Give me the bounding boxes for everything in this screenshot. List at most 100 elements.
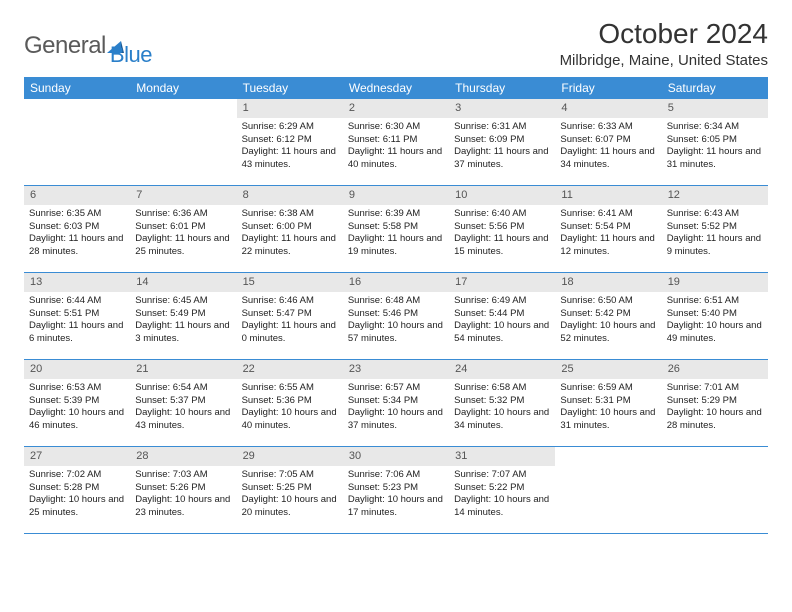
- day-number: 16: [343, 273, 449, 292]
- sunrise-text: Sunrise: 6:31 AM: [454, 121, 550, 134]
- daylight-text: Daylight: 10 hours and 43 minutes.: [135, 407, 231, 433]
- day-number: 12: [662, 186, 768, 205]
- sunrise-text: Sunrise: 7:02 AM: [29, 469, 125, 482]
- day-header: Monday: [130, 77, 236, 99]
- daylight-text: Daylight: 10 hours and 49 minutes.: [667, 320, 763, 346]
- sunrise-text: Sunrise: 6:40 AM: [454, 208, 550, 221]
- sunrise-text: Sunrise: 7:05 AM: [242, 469, 338, 482]
- day-content: Sunrise: 6:46 AMSunset: 5:47 PMDaylight:…: [237, 292, 343, 351]
- day-number: 23: [343, 360, 449, 379]
- day-number: 22: [237, 360, 343, 379]
- daylight-text: Daylight: 10 hours and 57 minutes.: [348, 320, 444, 346]
- logo-text-blue: Blue: [110, 42, 152, 68]
- day-content: Sunrise: 6:57 AMSunset: 5:34 PMDaylight:…: [343, 379, 449, 438]
- empty-cell: [555, 447, 661, 533]
- sunrise-text: Sunrise: 7:07 AM: [454, 469, 550, 482]
- day-number: 11: [555, 186, 661, 205]
- sunset-text: Sunset: 5:58 PM: [348, 221, 444, 234]
- sunrise-text: Sunrise: 6:50 AM: [560, 295, 656, 308]
- day-number: 3: [449, 99, 555, 118]
- day-number: 13: [24, 273, 130, 292]
- sunrise-text: Sunrise: 6:38 AM: [242, 208, 338, 221]
- day-header: Tuesday: [237, 77, 343, 99]
- day-cell: 19Sunrise: 6:51 AMSunset: 5:40 PMDayligh…: [662, 273, 768, 359]
- sunset-text: Sunset: 5:28 PM: [29, 482, 125, 495]
- week-row: 6Sunrise: 6:35 AMSunset: 6:03 PMDaylight…: [24, 186, 768, 273]
- day-cell: 10Sunrise: 6:40 AMSunset: 5:56 PMDayligh…: [449, 186, 555, 272]
- sunset-text: Sunset: 5:40 PM: [667, 308, 763, 321]
- day-number: 27: [24, 447, 130, 466]
- day-content: Sunrise: 6:44 AMSunset: 5:51 PMDaylight:…: [24, 292, 130, 351]
- sunrise-text: Sunrise: 6:53 AM: [29, 382, 125, 395]
- week-row: 1Sunrise: 6:29 AMSunset: 6:12 PMDaylight…: [24, 99, 768, 186]
- day-content: Sunrise: 6:41 AMSunset: 5:54 PMDaylight:…: [555, 205, 661, 264]
- day-number: 5: [662, 99, 768, 118]
- sunrise-text: Sunrise: 6:44 AM: [29, 295, 125, 308]
- day-cell: 29Sunrise: 7:05 AMSunset: 5:25 PMDayligh…: [237, 447, 343, 533]
- day-header: Sunday: [24, 77, 130, 99]
- day-content: Sunrise: 6:38 AMSunset: 6:00 PMDaylight:…: [237, 205, 343, 264]
- day-cell: 26Sunrise: 7:01 AMSunset: 5:29 PMDayligh…: [662, 360, 768, 446]
- logo: General Blue: [24, 24, 152, 68]
- logo-text-general: General: [24, 32, 106, 60]
- sunrise-text: Sunrise: 6:58 AM: [454, 382, 550, 395]
- day-content: Sunrise: 7:06 AMSunset: 5:23 PMDaylight:…: [343, 466, 449, 525]
- calendar-page: General Blue October 2024 Milbridge, Mai…: [0, 0, 792, 552]
- sunset-text: Sunset: 5:54 PM: [560, 221, 656, 234]
- sunset-text: Sunset: 5:42 PM: [560, 308, 656, 321]
- daylight-text: Daylight: 11 hours and 37 minutes.: [454, 146, 550, 172]
- day-cell: 15Sunrise: 6:46 AMSunset: 5:47 PMDayligh…: [237, 273, 343, 359]
- day-number: 9: [343, 186, 449, 205]
- day-content: Sunrise: 6:31 AMSunset: 6:09 PMDaylight:…: [449, 118, 555, 177]
- day-number: 4: [555, 99, 661, 118]
- daylight-text: Daylight: 11 hours and 43 minutes.: [242, 146, 338, 172]
- day-header-row: SundayMondayTuesdayWednesdayThursdayFrid…: [24, 77, 768, 99]
- sunrise-text: Sunrise: 6:59 AM: [560, 382, 656, 395]
- daylight-text: Daylight: 10 hours and 37 minutes.: [348, 407, 444, 433]
- day-content: Sunrise: 6:55 AMSunset: 5:36 PMDaylight:…: [237, 379, 343, 438]
- daylight-text: Daylight: 11 hours and 3 minutes.: [135, 320, 231, 346]
- day-number: 10: [449, 186, 555, 205]
- daylight-text: Daylight: 11 hours and 19 minutes.: [348, 233, 444, 259]
- day-number: 15: [237, 273, 343, 292]
- day-number: 24: [449, 360, 555, 379]
- sunrise-text: Sunrise: 6:35 AM: [29, 208, 125, 221]
- daylight-text: Daylight: 10 hours and 23 minutes.: [135, 494, 231, 520]
- day-number: 8: [237, 186, 343, 205]
- week-row: 20Sunrise: 6:53 AMSunset: 5:39 PMDayligh…: [24, 360, 768, 447]
- sunrise-text: Sunrise: 6:48 AM: [348, 295, 444, 308]
- sunrise-text: Sunrise: 6:45 AM: [135, 295, 231, 308]
- day-cell: 17Sunrise: 6:49 AMSunset: 5:44 PMDayligh…: [449, 273, 555, 359]
- day-content: Sunrise: 6:40 AMSunset: 5:56 PMDaylight:…: [449, 205, 555, 264]
- day-cell: 16Sunrise: 6:48 AMSunset: 5:46 PMDayligh…: [343, 273, 449, 359]
- empty-cell: [662, 447, 768, 533]
- sunrise-text: Sunrise: 6:43 AM: [667, 208, 763, 221]
- daylight-text: Daylight: 11 hours and 34 minutes.: [560, 146, 656, 172]
- day-cell: 18Sunrise: 6:50 AMSunset: 5:42 PMDayligh…: [555, 273, 661, 359]
- title-block: October 2024 Milbridge, Maine, United St…: [560, 18, 768, 69]
- daylight-text: Daylight: 11 hours and 0 minutes.: [242, 320, 338, 346]
- empty-cell: [24, 99, 130, 185]
- day-number: 20: [24, 360, 130, 379]
- empty-cell: [130, 99, 236, 185]
- day-content: Sunrise: 6:45 AMSunset: 5:49 PMDaylight:…: [130, 292, 236, 351]
- daylight-text: Daylight: 10 hours and 54 minutes.: [454, 320, 550, 346]
- sunrise-text: Sunrise: 6:49 AM: [454, 295, 550, 308]
- day-content: Sunrise: 6:33 AMSunset: 6:07 PMDaylight:…: [555, 118, 661, 177]
- day-header: Friday: [555, 77, 661, 99]
- daylight-text: Daylight: 10 hours and 28 minutes.: [667, 407, 763, 433]
- sunrise-text: Sunrise: 6:57 AM: [348, 382, 444, 395]
- sunset-text: Sunset: 5:56 PM: [454, 221, 550, 234]
- sunset-text: Sunset: 5:25 PM: [242, 482, 338, 495]
- sunset-text: Sunset: 5:52 PM: [667, 221, 763, 234]
- sunset-text: Sunset: 6:12 PM: [242, 134, 338, 147]
- day-number: 25: [555, 360, 661, 379]
- day-number: 7: [130, 186, 236, 205]
- daylight-text: Daylight: 11 hours and 31 minutes.: [667, 146, 763, 172]
- day-cell: 8Sunrise: 6:38 AMSunset: 6:00 PMDaylight…: [237, 186, 343, 272]
- day-number: 29: [237, 447, 343, 466]
- daylight-text: Daylight: 10 hours and 25 minutes.: [29, 494, 125, 520]
- daylight-text: Daylight: 10 hours and 52 minutes.: [560, 320, 656, 346]
- sunset-text: Sunset: 5:34 PM: [348, 395, 444, 408]
- sunset-text: Sunset: 6:07 PM: [560, 134, 656, 147]
